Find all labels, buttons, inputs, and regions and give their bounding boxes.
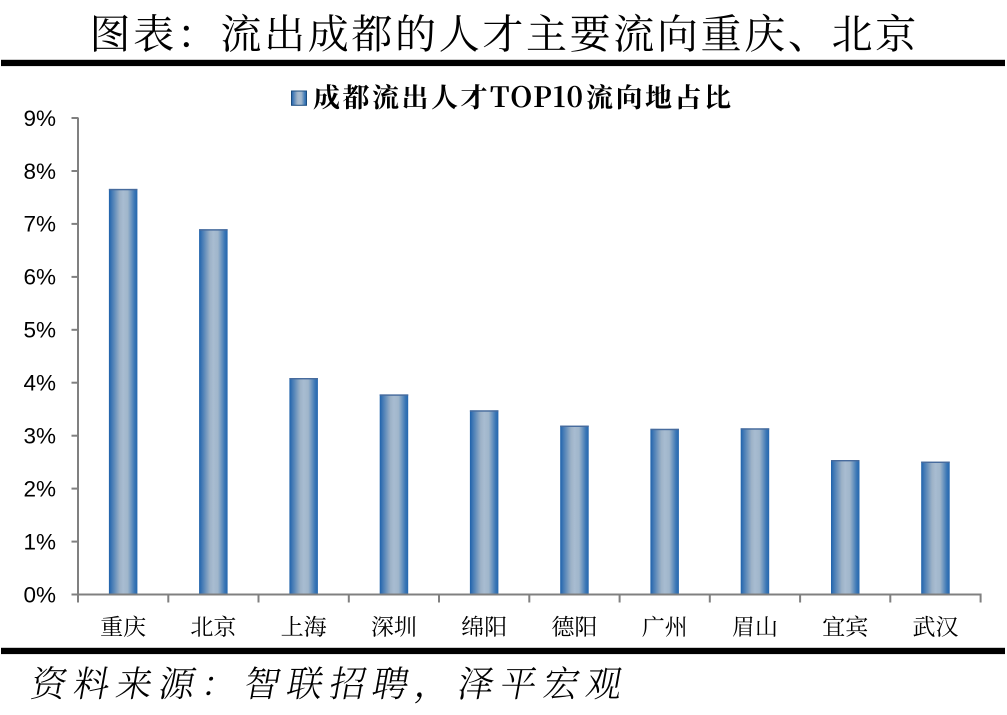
svg-text:1%: 1% [23, 529, 56, 554]
svg-text:3%: 3% [23, 424, 56, 449]
svg-text:0%: 0% [23, 582, 56, 607]
svg-text:9%: 9% [23, 106, 56, 131]
svg-text:4%: 4% [23, 371, 56, 396]
svg-text:5%: 5% [23, 318, 56, 343]
svg-text:8%: 8% [23, 159, 56, 184]
svg-text:2%: 2% [23, 476, 56, 501]
svg-text:7%: 7% [23, 212, 56, 237]
svg-text:6%: 6% [23, 265, 56, 290]
